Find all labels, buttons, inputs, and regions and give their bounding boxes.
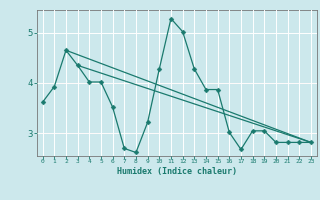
X-axis label: Humidex (Indice chaleur): Humidex (Indice chaleur) (117, 167, 237, 176)
